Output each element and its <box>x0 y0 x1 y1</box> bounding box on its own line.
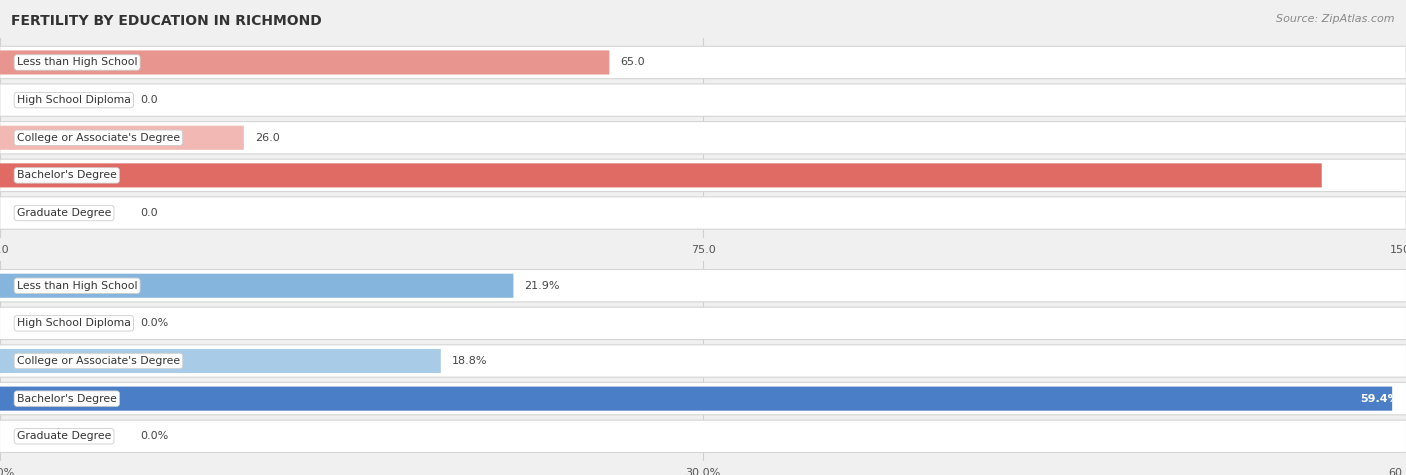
FancyBboxPatch shape <box>0 307 1406 340</box>
FancyBboxPatch shape <box>0 269 1406 302</box>
Text: 0.0%: 0.0% <box>141 318 169 328</box>
FancyBboxPatch shape <box>0 122 1406 154</box>
FancyBboxPatch shape <box>0 84 1406 116</box>
Text: Bachelor's Degree: Bachelor's Degree <box>17 394 117 404</box>
Text: 0.0: 0.0 <box>141 95 159 105</box>
Text: 0.0%: 0.0% <box>141 431 169 441</box>
FancyBboxPatch shape <box>0 46 1406 79</box>
FancyBboxPatch shape <box>0 50 609 75</box>
FancyBboxPatch shape <box>0 349 441 373</box>
FancyBboxPatch shape <box>0 274 513 298</box>
Text: Graduate Degree: Graduate Degree <box>17 208 111 218</box>
Text: 21.9%: 21.9% <box>524 281 560 291</box>
Text: 18.8%: 18.8% <box>451 356 488 366</box>
Text: High School Diploma: High School Diploma <box>17 318 131 328</box>
Text: 0.0: 0.0 <box>141 208 159 218</box>
Text: Less than High School: Less than High School <box>17 281 138 291</box>
Text: Less than High School: Less than High School <box>17 57 138 67</box>
FancyBboxPatch shape <box>0 387 1392 411</box>
Text: 26.0: 26.0 <box>254 133 280 143</box>
Text: 59.4%: 59.4% <box>1360 394 1399 404</box>
FancyBboxPatch shape <box>0 345 1406 377</box>
Text: Source: ZipAtlas.com: Source: ZipAtlas.com <box>1277 14 1395 24</box>
Text: High School Diploma: High School Diploma <box>17 95 131 105</box>
FancyBboxPatch shape <box>0 420 1406 453</box>
FancyBboxPatch shape <box>0 197 1406 229</box>
Text: Graduate Degree: Graduate Degree <box>17 431 111 441</box>
FancyBboxPatch shape <box>0 159 1406 191</box>
Text: 141.0: 141.0 <box>1364 171 1399 180</box>
FancyBboxPatch shape <box>0 126 243 150</box>
Text: 65.0: 65.0 <box>620 57 645 67</box>
FancyBboxPatch shape <box>0 163 1322 188</box>
Text: College or Associate's Degree: College or Associate's Degree <box>17 133 180 143</box>
Text: College or Associate's Degree: College or Associate's Degree <box>17 356 180 366</box>
FancyBboxPatch shape <box>0 382 1406 415</box>
Text: Bachelor's Degree: Bachelor's Degree <box>17 171 117 180</box>
Text: FERTILITY BY EDUCATION IN RICHMOND: FERTILITY BY EDUCATION IN RICHMOND <box>11 14 322 28</box>
